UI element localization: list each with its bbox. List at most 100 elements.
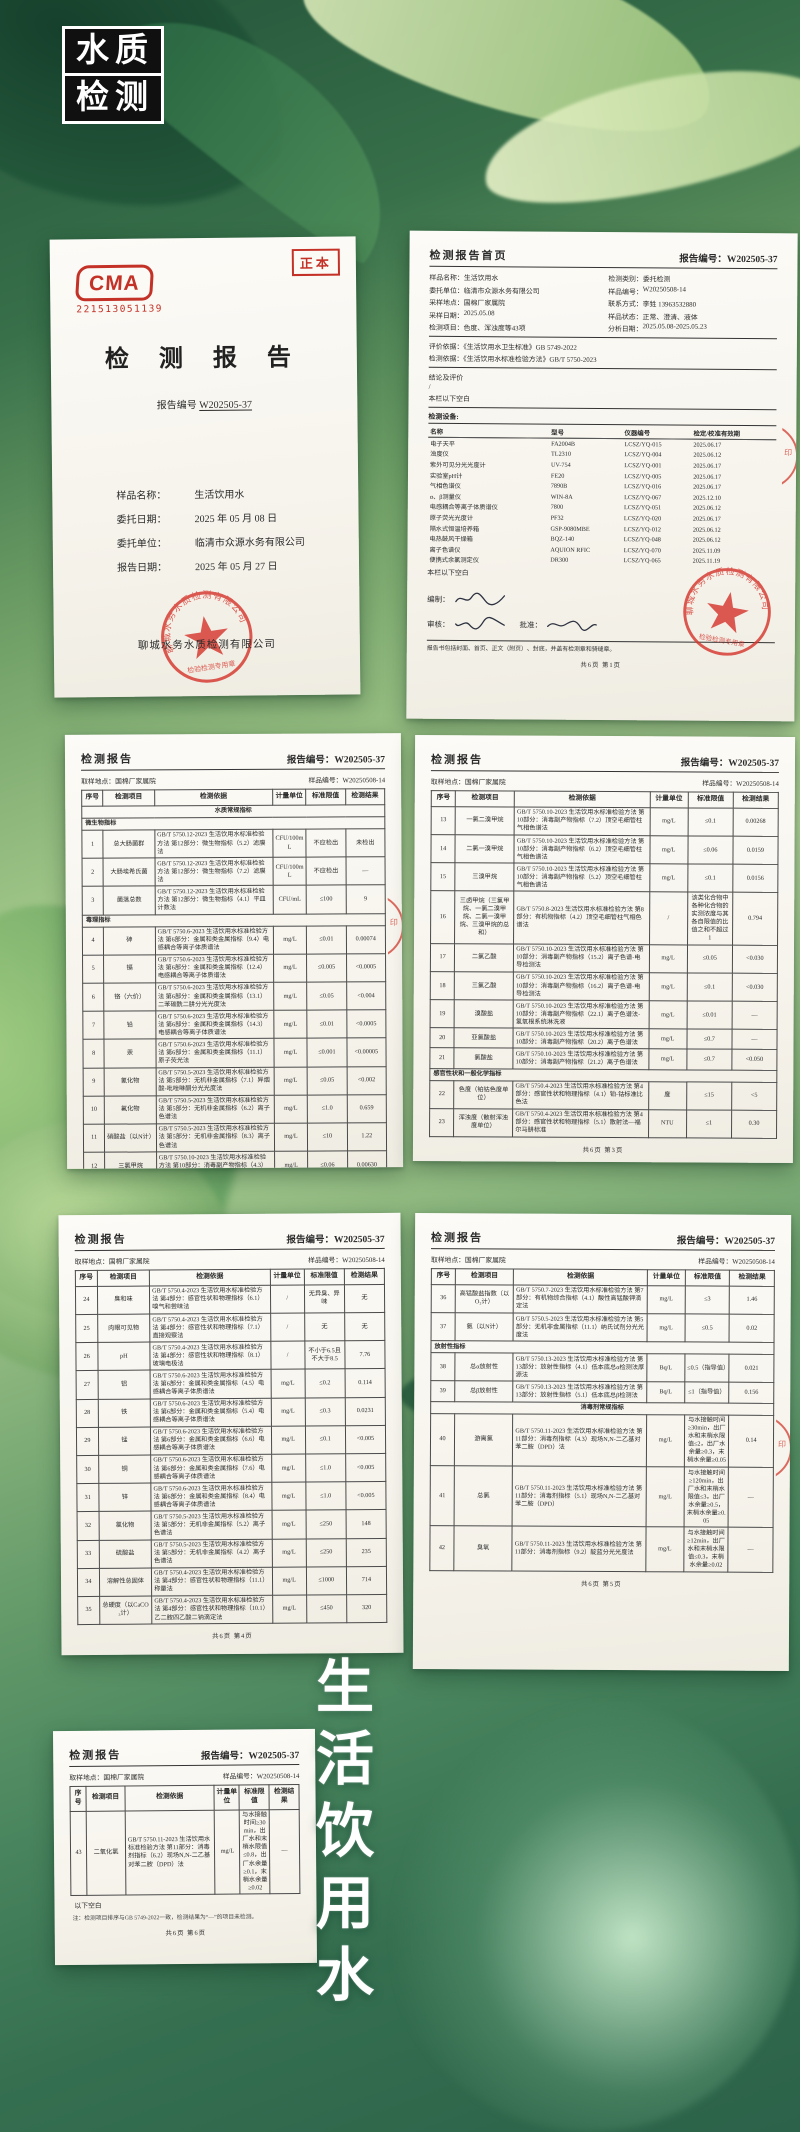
cell-method-basis: GB/T 5750.4-2023 生活饮用水标准检验方法 第4部分：感官性状和物…	[151, 1566, 273, 1596]
info-cell: 委托单位： 临清市众源水务有限公司	[429, 284, 598, 295]
result-row: 25 肉眼可见物 GB/T 5750.4-2023 生活饮用水标准检验方法 第4部分…	[75, 1312, 385, 1343]
equipment-cell: 隔水式恒温培养箱	[429, 525, 480, 533]
equipment-cell: UV-754	[550, 461, 571, 469]
result-page-2: 检测报告 报告编号：W202505-37 取样地点：国棉厂家属院 样品编号：W2025…	[64, 733, 404, 1169]
cell-item-name: 臭和味	[97, 1285, 150, 1315]
handwritten-signature	[547, 620, 597, 632]
results-header-row: 序号 检测项目 检测依据 计量单位 标准限值 检测结果	[69, 1784, 300, 1812]
cell-no: 8	[82, 1039, 105, 1068]
sample-label: 样品编号：	[308, 777, 343, 785]
report-no-label: 报告编号：	[679, 254, 727, 265]
cell-item-name: 硫酸盐	[98, 1539, 152, 1569]
cell-result: 0.00268	[732, 808, 779, 837]
cell-limit: ≤0.01	[306, 925, 347, 954]
results-column-header: 检测项目	[455, 1268, 514, 1285]
cell-limit: 与水接触时间≥12min，出厂水和末梢水限值≤0.3，末梢水余量≥0.02	[683, 1527, 729, 1572]
info-label: 联系方式：	[608, 301, 643, 309]
cell-unit: mg/L	[646, 1466, 685, 1528]
cell-result: 9	[345, 885, 386, 914]
svg-text:检验检测专用章: 检验检测专用章	[187, 659, 236, 675]
info-value: 正常、澄清、液体	[642, 313, 698, 322]
results-column-header: 检测结果	[269, 1784, 300, 1810]
results-column-header: 检测依据	[154, 789, 273, 806]
cell-method-basis: GB/T 5750.6-2023 生活饮用水标准检验方法 第6部分：金属和类金属…	[155, 982, 274, 1012]
first-page-content: 检测报告首页 报告编号：W202505-37 样品名称： 生活饮用水 检测类别： 委托检测…	[407, 231, 798, 679]
cell-no: 22	[429, 1080, 455, 1109]
cell-item-name: 臭氧	[453, 1526, 513, 1571]
cell-result: <0.00005	[346, 1038, 387, 1067]
column-blank-note: 本栏以下空白	[427, 569, 469, 578]
cell-unit: mg/L	[273, 1010, 308, 1039]
cell-limit: ≤3	[684, 1285, 730, 1315]
equipment-cell: α、β测量仪	[429, 493, 462, 501]
equipment-column-header: 型号	[549, 426, 623, 439]
equipment-title: 检测设备:	[428, 411, 777, 427]
cell-limit: 不应检出	[306, 857, 346, 886]
page-header-report-no: 报告编号：W202505-37	[681, 754, 779, 769]
equipment-cell: FA2004B	[551, 440, 576, 448]
bamboo-leaf-decoration	[0, 0, 335, 275]
cell-item-name: 氨（以N计）	[455, 1312, 514, 1342]
cell-result: —	[731, 1001, 778, 1030]
result-row: 2 大肠埃希氏菌 GB/T 5750.12-2023 生活饮用水标准检验方法 第12…	[82, 856, 386, 887]
cell-limit: 无异臭、异味	[304, 1284, 345, 1314]
info-label: 样品编号：	[608, 288, 643, 296]
info-label: 检测类别：	[608, 276, 643, 284]
cell-method-basis: GB/T 5750.10-2023 生活饮用水标准检验方法 第10部分：消毒副产…	[513, 1028, 649, 1050]
result-row: 10 氟化物 GB/T 5750.5-2023 生活饮用水标准检验方法 第5部分：无…	[83, 1094, 387, 1125]
page-header-title: 检测报告首页	[429, 249, 508, 263]
cell-unit: mg/L	[273, 925, 307, 955]
cell-no: 13	[431, 806, 456, 835]
result-row: 29 锰 GB/T 5750.6-2023 生活饮用水标准检验方法 第6部分：金属和…	[76, 1425, 386, 1456]
report-no: W202505-37	[724, 1236, 776, 1247]
cell-no: 37	[431, 1312, 456, 1341]
cell-limit: ≤0.1	[687, 864, 733, 893]
info-value: 2025.05.08	[463, 309, 495, 317]
results-column-header: 检测项目	[85, 1786, 126, 1812]
vertical-caption-char: 用	[316, 1870, 375, 1936]
site-label: 取样地点：	[430, 779, 465, 787]
equipment-cell: WIN-8A	[550, 493, 573, 501]
cell-method-basis: GB/T 5750.5-2023 生活饮用水标准检验方法 第5部分：无机非金属指…	[151, 1538, 273, 1568]
cell-method-basis: GB/T 5750.6-2023 生活饮用水标准检验方法 第6部分：金属和类金属…	[150, 1369, 271, 1399]
cell-no: 34	[77, 1568, 100, 1597]
cell-limit: ≤0.06	[687, 835, 733, 865]
cell-item-name: 铬（六价）	[103, 982, 156, 1012]
result-row: 40 游离氯 GB/T 5750.11-2023 生活饮用水标准检验方法 第11部分…	[430, 1413, 774, 1468]
info-value: 临清市众源水务有限公司	[463, 287, 540, 296]
report-title: 检 测 报 告	[104, 344, 303, 374]
result-row: 34 溶解性总固体 GB/T 5750.4-2023 生活饮用水标准检验方法 第4部…	[77, 1566, 387, 1597]
sampling-info-row: 取样地点：国棉厂家属院 样品编号：W20250508-14	[75, 1254, 385, 1266]
equipment-column-header: 仪器编号	[622, 427, 692, 440]
sample-value: W20250508-14	[736, 780, 779, 788]
cell-method-basis: GB/T 5750.11-2023 生活饮用水标准检验方法 第11部分：消毒剂指…	[512, 1526, 647, 1572]
report-no-label: 报告编号：	[286, 755, 335, 766]
watermark-badge: 水质 检测	[62, 26, 164, 124]
divider	[428, 406, 777, 411]
cell-item-name: 大肠埃希氏菌	[103, 858, 155, 887]
cell-limit: ≤1（指导值）	[684, 1382, 730, 1403]
seam-stamp-mark: 印	[784, 448, 793, 458]
cell-no: 28	[76, 1399, 99, 1428]
cell-unit: mg/L	[648, 1000, 687, 1030]
badge-line-1: 水质	[62, 26, 164, 77]
results-column-header: 标准限值	[687, 791, 734, 809]
cell-method-basis: GB/T 5750.12-2023 生活饮用水标准检验方法 第12部分：微生物指…	[154, 829, 273, 859]
sample-label: 样品编号：	[222, 1773, 257, 1781]
cell-limit: ≤0.5	[684, 1313, 730, 1343]
cell-result: 7.76	[344, 1340, 386, 1370]
cell-no: 41	[430, 1465, 455, 1527]
cell-no: 12	[83, 1152, 105, 1169]
cell-no: 20	[429, 1027, 455, 1049]
cell-result: <0.005	[345, 1425, 386, 1454]
page-header: 检测报告首页 报告编号：W202505-37	[429, 246, 778, 270]
equipment-cell: LCSZ/YQ-016	[624, 483, 662, 491]
cell-result: 0.156	[729, 1382, 774, 1403]
results-column-header: 检测依据	[124, 1785, 215, 1811]
cover-field-row: 样品名称： 生活饮用水	[116, 485, 304, 502]
sampling-info-row: 取样地点：国棉厂家属院 样品编号：W20250508-14	[81, 774, 385, 786]
field-label: 报告日期：	[116, 562, 168, 574]
equipment-cell: GSP-9080MBE	[550, 525, 590, 533]
cell-result: <0.005	[345, 1481, 387, 1511]
